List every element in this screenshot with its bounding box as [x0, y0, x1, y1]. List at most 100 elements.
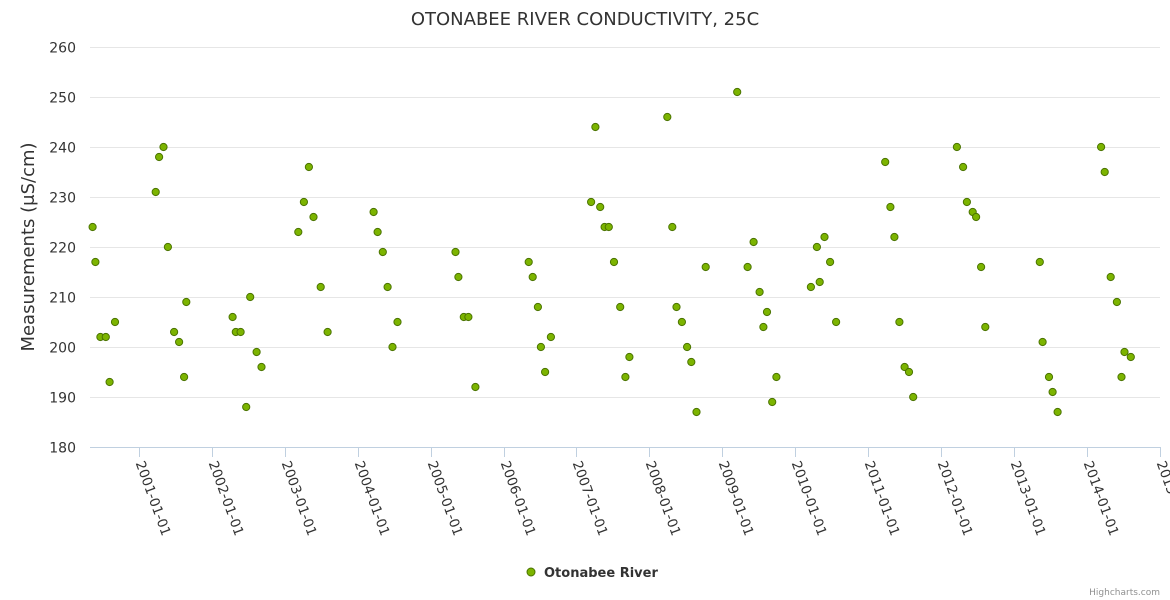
- data-point[interactable]: [383, 282, 392, 292]
- data-point[interactable]: [378, 247, 387, 257]
- data-point[interactable]: [895, 317, 904, 327]
- data-point[interactable]: [316, 282, 325, 292]
- data-point[interactable]: [625, 352, 634, 362]
- data-point[interactable]: [388, 342, 397, 352]
- data-point[interactable]: [952, 142, 962, 152]
- data-point[interactable]: [762, 307, 772, 317]
- data-point[interactable]: [393, 317, 402, 327]
- data-point[interactable]: [1044, 372, 1054, 382]
- data-point[interactable]: [471, 382, 480, 392]
- data-point[interactable]: [1097, 142, 1106, 152]
- data-point[interactable]: [604, 222, 613, 232]
- credits-link[interactable]: Highcharts.com: [1089, 588, 1160, 598]
- data-point[interactable]: [772, 372, 781, 382]
- data-point[interactable]: [755, 287, 764, 297]
- data-point[interactable]: [180, 372, 189, 382]
- data-point[interactable]: [904, 367, 914, 377]
- data-point[interactable]: [304, 162, 313, 172]
- data-point[interactable]: [464, 312, 473, 322]
- data-point[interactable]: [88, 222, 97, 232]
- data-point[interactable]: [701, 262, 710, 272]
- data-point[interactable]: [246, 292, 255, 302]
- data-point[interactable]: [677, 317, 687, 327]
- data-point[interactable]: [528, 272, 537, 282]
- data-point[interactable]: [981, 322, 990, 332]
- data-point[interactable]: [1035, 257, 1044, 267]
- data-point[interactable]: [533, 302, 543, 312]
- data-point[interactable]: [812, 242, 822, 252]
- data-point[interactable]: [159, 142, 168, 152]
- data-point[interactable]: [299, 197, 308, 207]
- data-point[interactable]: [743, 262, 752, 272]
- data-point[interactable]: [105, 377, 114, 387]
- data-point[interactable]: [1126, 352, 1135, 362]
- data-point[interactable]: [1053, 407, 1062, 417]
- data-point[interactable]: [541, 367, 550, 377]
- data-point[interactable]: [110, 317, 120, 327]
- data-point[interactable]: [616, 302, 625, 312]
- data-point[interactable]: [687, 357, 696, 367]
- data-point[interactable]: [832, 317, 841, 327]
- data-point[interactable]: [252, 347, 261, 357]
- data-point[interactable]: [749, 237, 758, 247]
- data-point[interactable]: [1038, 337, 1047, 347]
- data-point[interactable]: [101, 332, 110, 342]
- data-point[interactable]: [236, 327, 245, 337]
- legend[interactable]: Otonabee River: [526, 566, 658, 581]
- data-point[interactable]: [1048, 387, 1057, 397]
- data-point[interactable]: [536, 342, 546, 352]
- data-point[interactable]: [668, 222, 677, 232]
- data-point[interactable]: [672, 302, 681, 312]
- data-point[interactable]: [1117, 372, 1126, 382]
- data-point[interactable]: [309, 212, 318, 222]
- data-point[interactable]: [591, 122, 600, 132]
- data-point[interactable]: [733, 87, 742, 97]
- data-point[interactable]: [524, 257, 533, 267]
- data-point[interactable]: [451, 247, 460, 257]
- data-point[interactable]: [621, 372, 630, 382]
- data-point[interactable]: [175, 337, 184, 347]
- data-point[interactable]: [369, 207, 378, 217]
- data-point[interactable]: [609, 257, 619, 267]
- data-point[interactable]: [454, 272, 463, 282]
- data-point[interactable]: [806, 282, 816, 292]
- data-point[interactable]: [163, 242, 172, 252]
- data-point[interactable]: [815, 277, 824, 287]
- data-point[interactable]: [900, 362, 909, 372]
- data-point[interactable]: [890, 232, 899, 242]
- data-point[interactable]: [155, 152, 164, 162]
- data-point[interactable]: [91, 257, 100, 267]
- data-point[interactable]: [151, 187, 160, 197]
- data-point[interactable]: [242, 402, 251, 412]
- data-point[interactable]: [1106, 272, 1115, 282]
- data-point[interactable]: [373, 227, 382, 237]
- data-point[interactable]: [959, 162, 968, 172]
- legend-item-otonabee-river[interactable]: Otonabee River: [544, 566, 658, 581]
- data-point[interactable]: [962, 197, 972, 207]
- legend-marker-icon[interactable]: [526, 567, 536, 577]
- data-point[interactable]: [257, 362, 266, 372]
- data-point[interactable]: [886, 202, 895, 212]
- data-point[interactable]: [977, 262, 986, 272]
- data-point[interactable]: [881, 157, 890, 167]
- data-point[interactable]: [1112, 297, 1122, 307]
- data-point[interactable]: [820, 232, 829, 242]
- data-point[interactable]: [546, 332, 556, 342]
- data-point[interactable]: [323, 327, 332, 337]
- data-point[interactable]: [228, 312, 237, 322]
- data-point[interactable]: [596, 202, 605, 212]
- data-point[interactable]: [294, 227, 303, 237]
- data-point[interactable]: [768, 397, 777, 407]
- data-point[interactable]: [663, 112, 672, 122]
- data-point[interactable]: [587, 197, 596, 207]
- data-point[interactable]: [909, 392, 918, 402]
- data-point[interactable]: [826, 257, 835, 267]
- data-point[interactable]: [759, 322, 768, 332]
- data-point[interactable]: [1100, 167, 1109, 177]
- data-point[interactable]: [170, 327, 179, 337]
- data-point[interactable]: [1120, 347, 1129, 357]
- data-point[interactable]: [182, 297, 191, 307]
- data-point[interactable]: [692, 407, 701, 417]
- data-point[interactable]: [972, 212, 981, 222]
- data-point[interactable]: [683, 342, 692, 352]
